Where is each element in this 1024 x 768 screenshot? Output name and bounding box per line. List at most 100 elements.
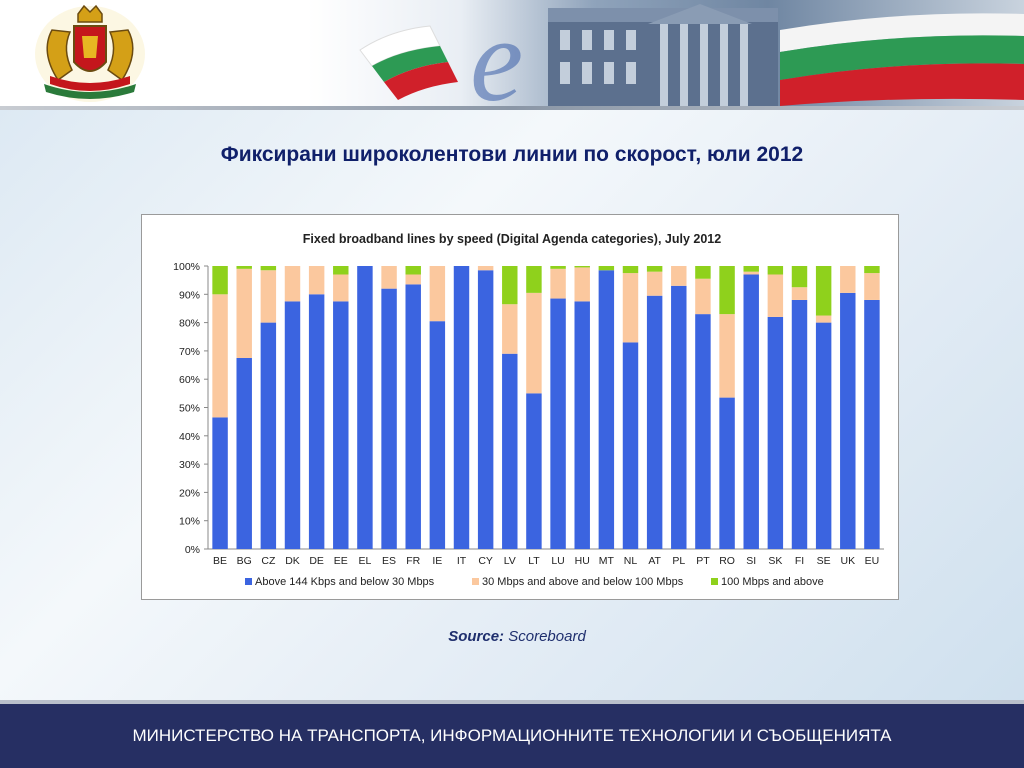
bar-segment-at-s2 bbox=[646, 271, 663, 296]
footer-ministry-name: МИНИСТЕРСТВО НА ТРАНСПОРТА, ИНФОРМАЦИОНН… bbox=[132, 726, 892, 745]
x-tick-label-it: IT bbox=[457, 555, 467, 567]
bar-segment-nl-s1 bbox=[622, 342, 639, 549]
bar-segment-lv-s2 bbox=[502, 304, 518, 354]
y-tick-label: 80% bbox=[179, 318, 200, 330]
y-tick-label: 20% bbox=[179, 487, 200, 499]
bar-segment-ie-s1 bbox=[429, 321, 446, 549]
bar-segment-cz-s3 bbox=[260, 266, 277, 271]
x-tick-label-bg: BG bbox=[237, 555, 252, 567]
x-tick-label-at: AT bbox=[648, 555, 661, 567]
x-tick-label-cz: CZ bbox=[261, 555, 276, 567]
bar-segment-nl-s3 bbox=[622, 266, 639, 274]
x-tick-label-be: BE bbox=[213, 555, 227, 567]
x-tick-label-de: DE bbox=[309, 555, 324, 567]
x-tick-label-pt: PT bbox=[696, 555, 710, 567]
bar-segment-nl-s2 bbox=[622, 273, 639, 343]
bar-segment-be-s3 bbox=[212, 266, 228, 295]
bar-segment-si-s3 bbox=[743, 266, 759, 272]
y-tick-label: 30% bbox=[179, 459, 200, 471]
bar-segment-bg-s3 bbox=[236, 266, 252, 269]
stacked-bar-chart: Fixed broadband lines by speed (Digital … bbox=[173, 232, 884, 588]
bar-segment-it-s1 bbox=[453, 266, 470, 549]
y-tick-label: 90% bbox=[179, 289, 200, 301]
bar-segment-lv-s3 bbox=[502, 266, 518, 305]
bar-segment-at-s3 bbox=[646, 266, 663, 272]
y-tick-label: 60% bbox=[179, 374, 200, 386]
bar-segment-uk-s1 bbox=[840, 292, 856, 549]
x-tick-label-ie: IE bbox=[432, 555, 442, 567]
bar-segment-pt-s1 bbox=[695, 314, 711, 549]
bar-segment-lu-s3 bbox=[550, 266, 566, 269]
y-tick-label: 50% bbox=[179, 403, 200, 415]
bar-segment-dk-s1 bbox=[284, 301, 301, 550]
chart-title: Fixed broadband lines by speed (Digital … bbox=[303, 232, 721, 246]
bar-segment-se-s2 bbox=[815, 315, 832, 323]
bar-segment-pl-s1 bbox=[671, 285, 687, 549]
bar-segment-cz-s2 bbox=[260, 270, 277, 323]
x-tick-label-fr: FR bbox=[406, 555, 420, 567]
bar-segment-es-s1 bbox=[381, 288, 397, 549]
legend-entry-s1: Above 144 Kbps and below 30 Mbps bbox=[255, 576, 435, 588]
bar-segment-bg-s2 bbox=[236, 268, 252, 358]
bar-segment-mt-s1 bbox=[598, 270, 615, 549]
x-tick-label-lv: LV bbox=[504, 555, 516, 567]
bar-segment-fi-s1 bbox=[791, 299, 808, 549]
header-graphics: e bbox=[35, 0, 1024, 110]
bar-segment-ee-s3 bbox=[333, 266, 349, 275]
x-tick-label-nl: NL bbox=[624, 555, 638, 567]
bar-segment-lt-s3 bbox=[526, 266, 542, 293]
x-tick-label-el: EL bbox=[359, 555, 372, 567]
bar-segment-sk-s3 bbox=[767, 266, 784, 275]
bar-segment-el-s1 bbox=[357, 266, 373, 549]
bar-segment-sk-s1 bbox=[767, 316, 784, 549]
bar-segment-eu-s1 bbox=[864, 299, 880, 549]
bar-segment-si-s2 bbox=[743, 271, 759, 275]
bar-segment-hu-s1 bbox=[574, 301, 590, 550]
y-tick-label: 40% bbox=[179, 431, 200, 443]
footer-bar bbox=[0, 700, 1024, 768]
legend-swatch-s2 bbox=[472, 578, 479, 585]
bar-segment-se-s1 bbox=[815, 322, 832, 549]
e-logo-icon: e bbox=[470, 0, 523, 110]
bar-segment-se-s3 bbox=[815, 266, 832, 316]
y-tick-label: 0% bbox=[185, 544, 200, 556]
bar-segment-lu-s2 bbox=[550, 268, 566, 299]
bar-segment-fi-s2 bbox=[791, 287, 808, 300]
bar-segment-ro-s2 bbox=[719, 314, 735, 398]
bar-segment-cz-s1 bbox=[260, 322, 277, 549]
x-tick-label-fi: FI bbox=[795, 555, 804, 567]
x-tick-label-pl: PL bbox=[672, 555, 685, 567]
bar-segment-lu-s1 bbox=[550, 298, 566, 549]
x-tick-label-es: ES bbox=[382, 555, 396, 567]
bar-segment-fr-s1 bbox=[405, 284, 421, 549]
bar-segment-lt-s2 bbox=[526, 292, 542, 394]
bar-segment-be-s2 bbox=[212, 294, 228, 418]
y-tick-label: 100% bbox=[173, 261, 200, 273]
bar-segment-cy-s1 bbox=[477, 270, 494, 549]
bar-segment-lv-s1 bbox=[502, 353, 518, 549]
bar-segment-es-s2 bbox=[381, 266, 397, 289]
x-tick-label-ee: EE bbox=[334, 555, 348, 567]
bar-segment-pt-s3 bbox=[695, 266, 711, 279]
chart-frame: Fixed broadband lines by speed (Digital … bbox=[141, 214, 899, 600]
x-tick-label-sk: SK bbox=[768, 555, 782, 567]
bar-segment-pl-s2 bbox=[671, 266, 687, 286]
source-label: Source: bbox=[448, 628, 505, 645]
flag-ribbon bbox=[359, 13, 1024, 106]
bar-segment-ee-s2 bbox=[333, 274, 349, 302]
x-tick-label-lt: LT bbox=[528, 555, 540, 567]
legend-entry-s2: 30 Mbps and above and below 100 Mbps bbox=[482, 576, 684, 588]
source-value: Scoreboard bbox=[508, 628, 586, 645]
y-tick-label: 70% bbox=[179, 346, 200, 358]
bar-segment-bg-s1 bbox=[236, 357, 252, 549]
bar-segment-hu-s3 bbox=[574, 266, 590, 268]
bar-segment-dk-s2 bbox=[284, 266, 301, 302]
building-image bbox=[548, 4, 778, 106]
bar-segment-de-s1 bbox=[308, 294, 325, 549]
bar-segment-si-s1 bbox=[743, 274, 759, 549]
x-tick-label-mt: MT bbox=[599, 555, 615, 567]
bar-segment-uk-s2 bbox=[840, 266, 856, 293]
bar-segment-lt-s1 bbox=[526, 393, 542, 549]
legend-swatch-s3 bbox=[711, 578, 718, 585]
x-tick-label-si: SI bbox=[746, 555, 756, 567]
